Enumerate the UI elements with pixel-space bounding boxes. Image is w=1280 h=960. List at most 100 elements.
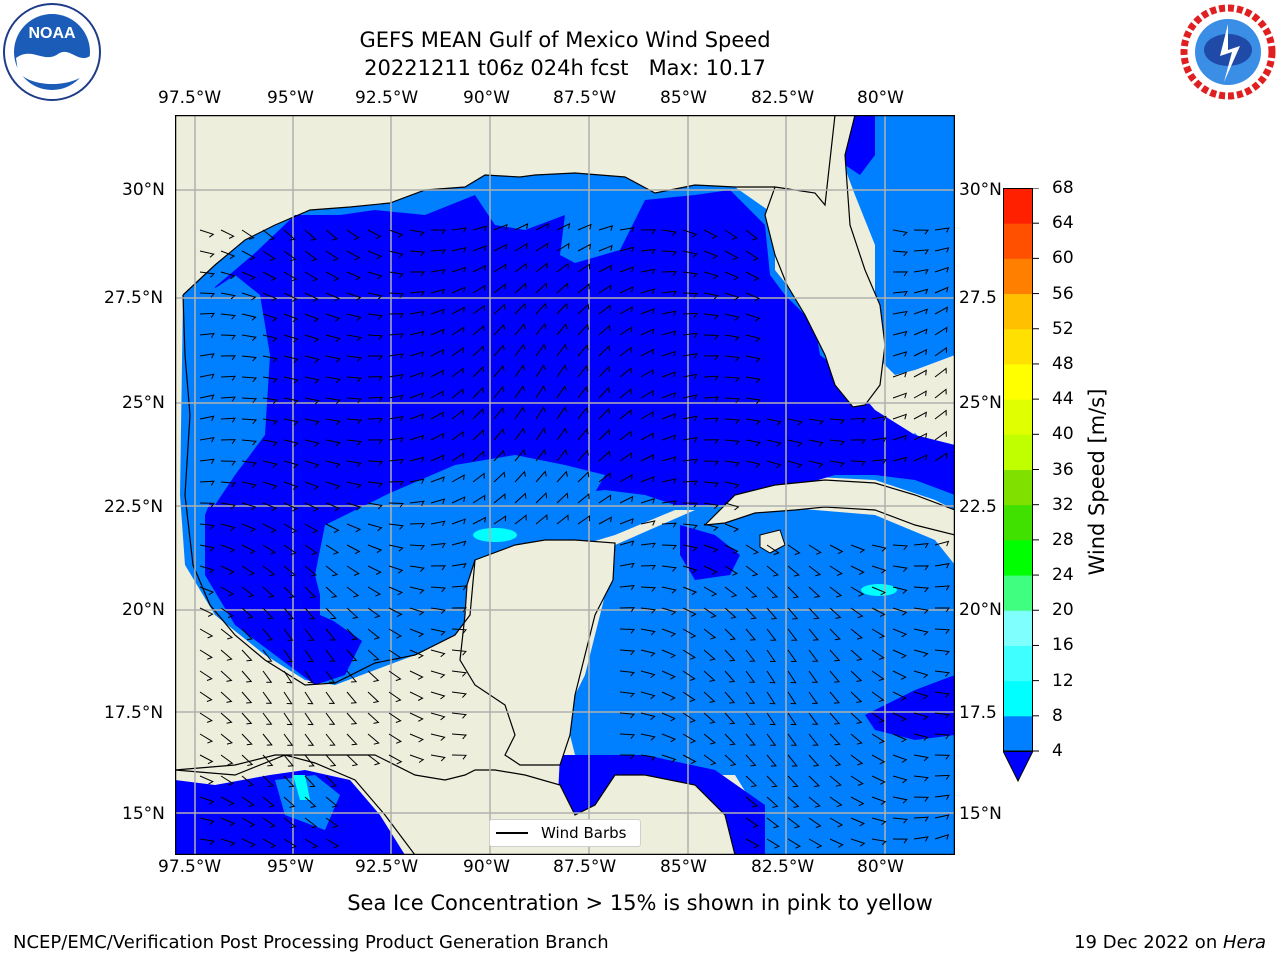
legend-line-sample xyxy=(496,832,528,834)
wind-barb xyxy=(724,670,736,683)
wind-barb xyxy=(913,670,929,679)
wind-barb xyxy=(871,670,885,682)
wind-barb xyxy=(451,474,465,483)
wind-barb xyxy=(808,544,822,555)
wind-barb xyxy=(640,564,656,570)
wind-barb xyxy=(409,628,425,638)
wind-barb xyxy=(577,406,589,420)
wind-barb xyxy=(388,292,405,299)
wind-barb xyxy=(745,628,757,641)
colorbar-segment xyxy=(1003,645,1033,682)
wind-barb xyxy=(325,460,341,468)
wind-barb xyxy=(661,456,677,462)
wind-barb xyxy=(829,544,844,555)
wind-barb xyxy=(703,733,716,745)
wind-barb xyxy=(745,397,761,404)
lat-tick-left-2: 25°N xyxy=(122,393,165,413)
wind-barb xyxy=(493,283,506,294)
wind-barb xyxy=(661,413,676,420)
wind-barb xyxy=(283,229,296,241)
wind-barb xyxy=(913,775,929,782)
wind-barb xyxy=(283,544,297,556)
wind-barb xyxy=(682,649,696,660)
wind-barb xyxy=(745,376,761,384)
wind-barb xyxy=(199,733,214,744)
wind-barb xyxy=(682,523,698,530)
wind-barb xyxy=(514,343,526,357)
wind-barb xyxy=(640,268,656,275)
wind-barb xyxy=(409,291,425,297)
wind-barb xyxy=(577,493,590,504)
wind-barb xyxy=(640,348,655,357)
wind-barb xyxy=(619,286,634,294)
wind-barb xyxy=(913,432,928,441)
wind-barb xyxy=(430,328,445,336)
wind-barb xyxy=(262,229,276,241)
wind-barb xyxy=(220,417,236,423)
wind-barb xyxy=(241,691,253,704)
wind-barb xyxy=(325,397,341,405)
wind-barb xyxy=(766,817,780,829)
wind-barb xyxy=(283,817,297,829)
wind-barb xyxy=(409,500,425,506)
wind-barb xyxy=(304,271,319,282)
wind-barb xyxy=(787,649,797,663)
colorbar xyxy=(1002,187,1043,792)
wind-barb xyxy=(619,409,632,420)
mexico-coast xyxy=(182,294,476,686)
wind-barb xyxy=(871,437,887,443)
colorbar-segment xyxy=(1003,610,1033,646)
wind-barb xyxy=(661,371,676,378)
wind-barb xyxy=(325,313,341,322)
wind-barb xyxy=(262,628,274,641)
wind-barb xyxy=(409,712,424,722)
wind-barb xyxy=(262,250,276,261)
wind-barb xyxy=(535,470,547,483)
wind-barb xyxy=(871,754,886,765)
wind-barb xyxy=(766,775,778,788)
wind-barb xyxy=(388,229,404,238)
wind-barb xyxy=(892,371,907,378)
wind-barb xyxy=(472,304,485,315)
wind-barb xyxy=(388,437,404,443)
wind-barb xyxy=(829,628,841,641)
wind-barb xyxy=(472,472,485,483)
wind-barb xyxy=(724,250,739,261)
wind-barb xyxy=(325,229,338,241)
wind-barb xyxy=(199,312,215,318)
wind-barb xyxy=(451,628,468,635)
wind-barb xyxy=(640,649,656,657)
wind-barb xyxy=(409,413,424,420)
wind-barb xyxy=(325,523,340,534)
wind-barb xyxy=(493,428,505,441)
svg-text:NOAA: NOAA xyxy=(28,25,76,42)
wind-barb xyxy=(598,244,613,252)
wind-barb xyxy=(451,712,467,719)
wind-barb xyxy=(619,495,634,504)
wind-barb xyxy=(346,586,360,598)
colorbar-segment xyxy=(1003,188,1033,224)
wind-barb xyxy=(913,308,928,315)
wind-barb xyxy=(199,353,215,359)
wind-barb xyxy=(430,476,445,483)
wind-barb xyxy=(556,427,568,441)
wind-barb xyxy=(388,544,404,552)
wind-barb xyxy=(304,397,320,405)
wind-barb xyxy=(325,649,336,662)
wind-barb xyxy=(367,733,380,745)
wind-barb xyxy=(283,292,298,302)
wind-barb xyxy=(325,817,339,829)
wind-barb xyxy=(829,586,843,598)
wind-barb xyxy=(262,460,278,468)
wind-barb xyxy=(850,565,865,575)
wind-barb xyxy=(682,586,698,596)
wind-barb xyxy=(682,312,698,318)
colorbar-tick-label: 56 xyxy=(1052,283,1074,304)
wind-barb xyxy=(262,565,276,577)
wind-barb xyxy=(346,649,358,662)
wind-barb xyxy=(913,607,929,615)
wind-barb xyxy=(850,586,865,597)
colorbar-label: Wind Speed [m/s] xyxy=(1085,388,1109,576)
wind-barb xyxy=(388,523,404,530)
wind-barb xyxy=(703,334,720,340)
